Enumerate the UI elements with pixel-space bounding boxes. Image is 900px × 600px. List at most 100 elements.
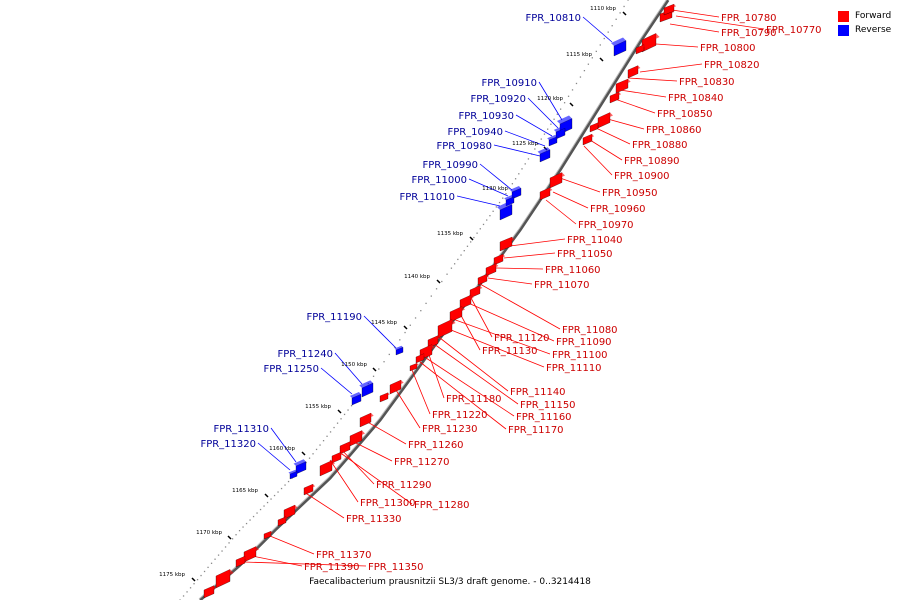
forward-leader-line — [611, 97, 656, 114]
scale-dot — [350, 405, 353, 407]
tick-marks — [179, 0, 629, 600]
forward-gene-label: FPR_10780 — [721, 13, 777, 24]
forward-gene-label: FPR_11140 — [510, 387, 566, 398]
forward-leader-line — [669, 23, 720, 33]
forward-gene-label: FPR_11110 — [546, 363, 602, 374]
reverse-gene-label: FPR_10910 — [481, 78, 537, 89]
scale-dot — [534, 148, 536, 150]
forward-gene-arrow — [477, 273, 490, 286]
forward-leader-line — [251, 555, 303, 567]
scale-dot — [489, 215, 491, 217]
scale-dot — [399, 339, 401, 341]
kbp-tick — [372, 367, 377, 372]
forward-gene-label: FPR_10840 — [668, 93, 724, 104]
kbp-tick — [599, 57, 604, 62]
forward-gene-arrow — [493, 253, 506, 266]
forward-gene-arrow — [235, 555, 248, 568]
scale-dot — [312, 453, 314, 455]
reverse-leader-line — [479, 163, 513, 191]
forward-gene-label: FPR_11050 — [557, 249, 613, 260]
forward-leader-line — [675, 15, 765, 30]
scale-dot — [476, 232, 478, 234]
scale-dot — [508, 188, 510, 190]
kbp-tick — [469, 236, 474, 241]
scale-dot — [559, 108, 562, 110]
forward-gene-label: FPR_10950 — [602, 188, 658, 199]
scale-dot — [347, 409, 349, 411]
forward-gene-arrow — [539, 187, 553, 201]
scale-dot — [563, 102, 566, 104]
scale-dot — [550, 123, 552, 125]
scale-dot — [460, 254, 462, 256]
forward-gene-label: FPR_11370 — [316, 550, 372, 561]
forward-gene-label: FPR_11070 — [534, 280, 590, 291]
kbp-label: 1160 kbp — [269, 446, 295, 452]
scale-dot — [378, 368, 380, 370]
legend-label-reverse: Reverse — [855, 25, 892, 35]
scale-dot — [498, 201, 501, 204]
scale-dot — [245, 522, 248, 525]
scale-dot — [547, 128, 549, 130]
scale-dot — [210, 562, 213, 564]
scale-dot — [329, 431, 332, 433]
forward-gene-label: FPR_11290 — [376, 480, 432, 491]
reverse-leader-line — [257, 442, 291, 471]
forward-leader-line — [449, 317, 551, 355]
scale-dot — [457, 258, 459, 261]
forward-leader-line — [559, 177, 601, 193]
scale-dot — [186, 591, 188, 593]
scale-dot — [266, 501, 269, 504]
backbone-line — [198, 0, 670, 600]
scale-dot — [256, 512, 258, 514]
kbp-label: 1115 kbp — [566, 52, 592, 58]
scale-dot — [315, 448, 318, 451]
forward-leader-line — [655, 43, 699, 48]
forward-leader-line — [427, 351, 445, 399]
reverse-leader-line — [320, 367, 353, 395]
scale-dot — [414, 317, 417, 319]
forward-gene-label: FPR_11040 — [567, 235, 623, 246]
forward-gene-label: FPR_11300 — [360, 498, 416, 509]
scale-dot — [579, 76, 582, 78]
scale-dot — [537, 143, 539, 145]
scale-dot — [441, 280, 443, 283]
scale-dot — [511, 183, 514, 185]
forward-leader-line — [363, 419, 407, 445]
forward-gene-label: FPR_11120 — [494, 333, 550, 344]
forward-gene-label: FPR_11390 — [304, 562, 360, 573]
forward-gene-label: FPR_10770 — [766, 25, 822, 36]
scale-dot — [505, 192, 507, 195]
forward-gene-label: FPR_11150 — [520, 400, 576, 411]
kbp-tick — [622, 11, 627, 16]
forward-leader-line — [671, 9, 720, 18]
scale-dot — [273, 494, 276, 497]
forward-gene-arrow — [203, 585, 217, 599]
forward-gene-arrow — [339, 441, 353, 455]
scale-dot — [207, 566, 209, 569]
scale-dot — [326, 435, 328, 437]
scale-dot — [611, 25, 613, 27]
scale-dot — [540, 138, 542, 140]
reverse-gene-label: FPR_11010 — [399, 192, 455, 203]
forward-gene-label: FPR_11330 — [346, 514, 402, 525]
kbp-label: 1145 kbp — [371, 320, 397, 326]
scale-dot — [575, 82, 578, 85]
kbp-label: 1155 kbp — [305, 404, 331, 410]
forward-gene-label: FPR_11060 — [545, 265, 601, 276]
reverse-leader-line — [493, 144, 541, 157]
scale-dot — [607, 31, 609, 33]
scale-dot — [409, 324, 411, 326]
reverse-gene-arrow — [349, 392, 362, 406]
forward-gene-label: FPR_10800 — [700, 43, 756, 54]
scale-dot — [235, 534, 237, 536]
scale-dot — [543, 133, 546, 135]
forward-gene-arrow — [609, 91, 622, 104]
scale-dot — [221, 550, 223, 552]
forward-leader-line — [433, 343, 519, 405]
scale-dot — [567, 95, 570, 97]
forward-gene-arrow — [449, 306, 465, 323]
forward-gene-arrow — [379, 392, 390, 403]
scale-dot — [446, 273, 448, 275]
forward-gene-label: FPR_10900 — [614, 171, 670, 182]
